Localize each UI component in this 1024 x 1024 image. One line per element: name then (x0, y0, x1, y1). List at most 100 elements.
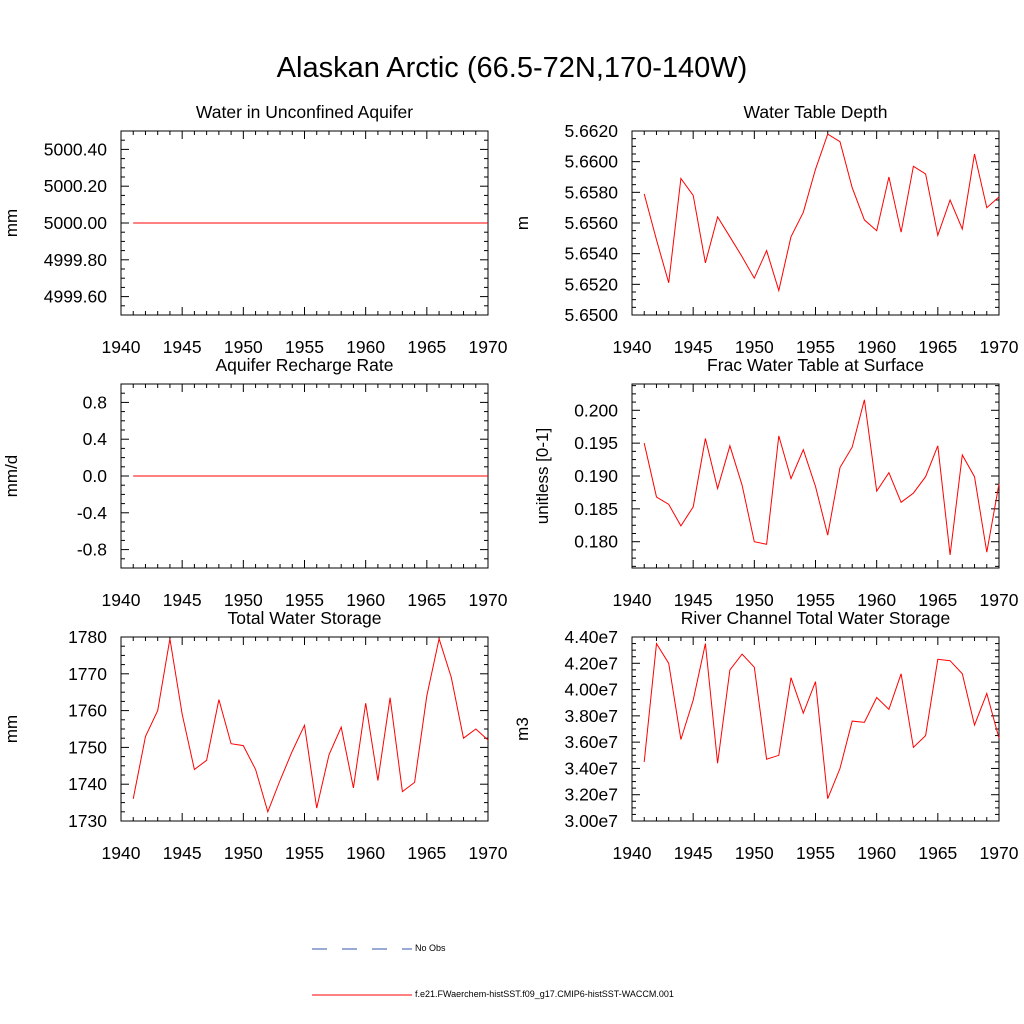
plot-frame (631, 636, 1000, 822)
x-tick-label: 1945 (674, 843, 713, 863)
panel-title: Aquifer Recharge Rate (215, 355, 393, 375)
y-tick-label: 1760 (68, 701, 107, 721)
series-line (643, 133, 1000, 293)
x-tick-label: 1950 (224, 337, 263, 357)
y-tick-label: 4999.60 (44, 287, 108, 307)
x-tick-label: 1940 (613, 590, 652, 610)
y-tick-label: 5.6560 (564, 213, 618, 233)
y-tick-label: 1730 (68, 811, 107, 831)
y-tick-label: 3.20e7 (564, 785, 618, 805)
y-tick-label: 3.40e7 (564, 758, 618, 778)
y-tick-label: 0.8 (83, 392, 107, 412)
x-tick-label: 1945 (163, 590, 202, 610)
x-tick-label: 1940 (613, 843, 652, 863)
x-tick-label: 1970 (469, 590, 508, 610)
x-tick-label: 1960 (346, 590, 385, 610)
series-line (643, 642, 1000, 799)
x-tick-label: 1955 (285, 337, 324, 357)
page-title: Alaskan Arctic (66.5-72N,170-140W) (276, 52, 748, 84)
plot-frame (631, 130, 1000, 316)
x-tick-label: 1965 (407, 590, 446, 610)
x-tick-label: 1970 (980, 337, 1019, 357)
y-tick-label: 5000.00 (44, 213, 108, 233)
x-tick-label: 1955 (796, 843, 835, 863)
series-line (643, 399, 1000, 555)
panel-title: Total Water Storage (227, 608, 381, 628)
x-tick-label: 1955 (285, 590, 324, 610)
y-tick-label: -0.8 (77, 540, 107, 560)
y-tick-label: 1770 (68, 664, 107, 684)
y-tick-label: 5.6580 (564, 182, 618, 202)
y-tick-label: 5.6600 (564, 152, 618, 172)
y-tick-label: 5000.20 (44, 176, 108, 196)
x-tick-label: 1950 (224, 590, 263, 610)
plot-frame (631, 383, 1000, 569)
x-tick-label: 1950 (735, 337, 774, 357)
chart-panel-2: Water Table Depth m 1940 1945 1950 1955 1960 19… (513, 102, 1019, 357)
y-tick-label: 1750 (68, 737, 107, 757)
x-tick-label: 1950 (735, 843, 774, 863)
x-tick-label: 1940 (102, 337, 141, 357)
x-tick-label: 1940 (102, 843, 141, 863)
x-tick-label: 1965 (918, 590, 957, 610)
chart-panel-1: Water in Unconfined Aquifer mm 1940 1945 195… (2, 102, 508, 357)
y-tick-label: 5.6620 (564, 121, 618, 141)
y-tick-label: 1740 (68, 774, 107, 794)
x-tick-label: 1950 (735, 590, 774, 610)
y-tick-label: 0.185 (574, 499, 618, 519)
y-axis-label: m (513, 216, 532, 230)
panel-title: River Channel Total Water Storage (681, 608, 950, 628)
x-tick-label: 1960 (346, 843, 385, 863)
x-tick-label: 1960 (857, 337, 896, 357)
x-tick-label: 1945 (163, 337, 202, 357)
x-tick-label: 1970 (980, 590, 1019, 610)
chart-panel-6: River Channel Total Water Storage m3 1940 1… (513, 608, 1019, 863)
y-tick-label: 5000.40 (44, 139, 108, 159)
x-tick-label: 1970 (469, 337, 508, 357)
x-tick-label: 1965 (407, 337, 446, 357)
y-tick-label: 5.6500 (564, 305, 618, 325)
chart-panel-5: Total Water Storage mm 1940 1945 1950 1955 196… (2, 608, 508, 863)
x-tick-label: 1955 (285, 843, 324, 863)
x-tick-label: 1970 (469, 843, 508, 863)
y-tick-label: 5.6540 (564, 244, 618, 264)
y-tick-label: 0.4 (83, 429, 108, 449)
x-tick-label: 1940 (613, 337, 652, 357)
y-tick-label: 0.195 (574, 433, 618, 453)
x-tick-label: 1945 (674, 590, 713, 610)
y-tick-label: 3.80e7 (564, 706, 618, 726)
plot-frame (120, 636, 489, 822)
chart-panel-3: Aquifer Recharge Rate mm/d 1940 1945 1950 195… (2, 355, 508, 610)
x-tick-label: 1965 (918, 337, 957, 357)
x-tick-label: 1960 (857, 843, 896, 863)
y-tick-label: 3.00e7 (564, 811, 618, 831)
chart-panel-4: Frac Water Table at Surface unitless [0-1… (533, 355, 1019, 610)
y-tick-label: 0.200 (574, 400, 618, 420)
x-tick-label: 1945 (163, 843, 202, 863)
x-tick-label: 1970 (980, 843, 1019, 863)
x-tick-label: 1950 (224, 843, 263, 863)
y-tick-label: 0.0 (83, 466, 108, 486)
x-tick-label: 1955 (796, 590, 835, 610)
y-axis-label: m3 (513, 717, 532, 741)
y-tick-label: 3.60e7 (564, 732, 618, 752)
y-tick-label: 0.190 (574, 466, 618, 486)
x-tick-label: 1955 (796, 337, 835, 357)
panel-title: Water Table Depth (744, 102, 888, 122)
y-axis-label: mm (2, 715, 21, 743)
y-tick-label: 4.00e7 (564, 680, 618, 700)
y-tick-label: 1780 (68, 627, 107, 647)
y-tick-label: 4.20e7 (564, 653, 618, 673)
x-tick-label: 1960 (857, 590, 896, 610)
y-tick-label: 4.40e7 (564, 627, 618, 647)
panel-title: Frac Water Table at Surface (707, 355, 924, 375)
x-tick-label: 1945 (674, 337, 713, 357)
y-tick-label: 0.180 (574, 532, 618, 552)
y-axis-label: unitless [0-1] (533, 428, 552, 524)
panel-title: Water in Unconfined Aquifer (196, 102, 413, 122)
x-tick-label: 1960 (346, 337, 385, 357)
x-tick-label: 1965 (407, 843, 446, 863)
y-axis-label: mm (2, 209, 21, 237)
y-tick-label: -0.4 (77, 503, 107, 523)
